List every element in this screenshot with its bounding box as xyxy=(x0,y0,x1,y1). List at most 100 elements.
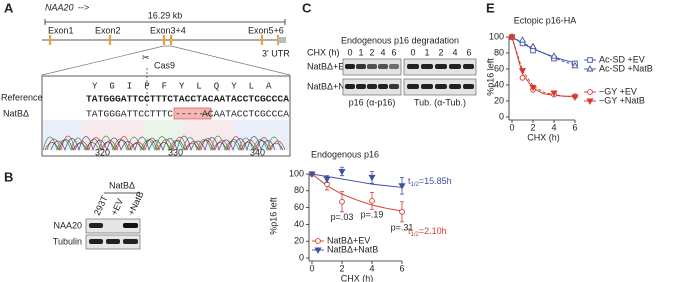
half-life-sub: 1/2 xyxy=(411,181,420,187)
y-tick-label: 20 xyxy=(294,236,304,246)
x-tick-label: 6 xyxy=(399,263,404,273)
legend-label: Ac-SD +NatB xyxy=(599,63,653,73)
half-life-sub: 1/2 xyxy=(411,231,420,237)
x-axis-label: CHX (h) xyxy=(341,273,374,282)
data-point xyxy=(508,34,516,41)
trace-position: 340 xyxy=(250,147,265,157)
y-tick-label: 60 xyxy=(494,63,504,73)
y-tick-label: 80 xyxy=(294,185,304,195)
time-point: 2 xyxy=(369,47,374,57)
data-point xyxy=(338,169,346,176)
exon-label: Exon3+4 xyxy=(150,25,186,35)
p-value: p=.31 xyxy=(391,222,414,232)
chromatogram xyxy=(42,120,289,152)
data-point xyxy=(398,183,406,190)
y-tick-label: 20 xyxy=(494,95,504,105)
group-label: NatBΔ xyxy=(109,180,135,190)
panel-label: C xyxy=(302,0,312,15)
blot-label: p16 (α-p16) xyxy=(349,97,396,107)
x-tick-label: 0 xyxy=(309,263,314,273)
legend-marker xyxy=(587,57,593,63)
x-tick-label: 0 xyxy=(509,122,514,132)
scale-label: 16.29 kb xyxy=(148,10,183,20)
legend-label: NatBΔ+NatB xyxy=(327,244,378,254)
x-tick-label: 4 xyxy=(369,263,374,273)
panel-label: E xyxy=(486,0,495,15)
row-label: NAA20 xyxy=(53,220,82,230)
y-tick-label: 40 xyxy=(494,79,504,89)
trace-position: 330 xyxy=(168,147,183,157)
legend-marker xyxy=(586,98,594,105)
data-point xyxy=(529,84,537,92)
y-axis-label: %p16 left xyxy=(485,58,495,96)
time-point: 0 xyxy=(347,47,352,57)
legend-marker xyxy=(586,65,594,72)
half-life: t1/2=2.10h xyxy=(408,226,447,237)
utr-box xyxy=(278,37,286,43)
legend-label: ~GY +EV xyxy=(599,86,637,96)
time-point: 4 xyxy=(452,47,457,57)
chart-title: Ectopic p16-HA xyxy=(514,15,577,25)
data-point xyxy=(518,68,527,75)
data-point xyxy=(550,52,558,59)
data-point xyxy=(550,90,558,97)
x-tick-label: 4 xyxy=(551,122,556,132)
time-points: 0 01 12 24 46 6 xyxy=(347,47,471,57)
mutant-sequence: ACAATACCTCGCCCA xyxy=(202,109,290,119)
y-tick-label: 60 xyxy=(294,202,304,212)
half-life: t1/2=15.85h xyxy=(408,176,452,187)
data-point xyxy=(529,42,537,50)
legend-marker xyxy=(587,89,593,95)
utr-label: 3' UTR xyxy=(262,48,290,58)
scissors-icon: ✂ xyxy=(142,52,150,62)
legend-marker xyxy=(314,247,322,254)
mutant-sequence: TATGGGATTCCTTTC xyxy=(86,109,174,119)
data-point xyxy=(571,94,579,101)
half-life-value: =15.85h xyxy=(419,176,452,186)
panel-title: Endogenous p16 degradation xyxy=(341,35,459,45)
mutant-label: NatBΔ xyxy=(3,108,29,118)
amino-acid: F xyxy=(162,81,167,91)
legend-marker xyxy=(315,238,321,244)
x-axis-label: CHX (h) xyxy=(527,132,560,142)
time-point: 6 xyxy=(466,47,471,57)
data-point xyxy=(323,176,331,183)
sequence-box xyxy=(41,75,291,157)
half-life-value: =2.10h xyxy=(419,226,447,236)
amino-acid: I xyxy=(127,81,132,91)
exon-label: Exon2 xyxy=(95,25,121,35)
y-tick-label: 100 xyxy=(489,31,504,41)
gene-arrow: --> xyxy=(78,2,89,12)
half-life-t: t xyxy=(408,226,411,236)
panel-label: A xyxy=(4,0,14,15)
time-point: 4 xyxy=(380,47,385,57)
time-point: 1 xyxy=(424,47,429,57)
time-point: 1 xyxy=(358,47,363,57)
legend-label: Ac-SD +EV xyxy=(599,54,645,64)
time-point: 6 xyxy=(391,47,396,57)
amino-acid: Q xyxy=(214,81,219,91)
x-tick-label: 2 xyxy=(339,263,344,273)
y-tick-label: 40 xyxy=(294,219,304,229)
time-point: 0 xyxy=(410,47,415,57)
lane-label: +NatB xyxy=(126,190,146,217)
amino-acid: L xyxy=(249,81,254,91)
data-point xyxy=(339,198,345,205)
time-label: CHX (h) xyxy=(307,47,340,57)
lane-label: 293T xyxy=(92,194,110,217)
trace-position: 320 xyxy=(95,147,110,157)
data-point xyxy=(308,171,316,178)
deletion: ------ xyxy=(175,109,210,119)
amino-acid: A xyxy=(266,81,272,91)
row-label: Tubulin xyxy=(53,236,82,246)
chart-title: Endogenous p16 xyxy=(311,149,379,159)
amino-acid: Y xyxy=(179,81,185,91)
row-label: NatBΔ+EV xyxy=(307,61,350,71)
cas9-label: Cas9 xyxy=(154,60,175,70)
deletion-box xyxy=(173,107,212,120)
amino-acid: G xyxy=(109,81,114,91)
amino-acid: L xyxy=(196,81,201,91)
y-tick-label: 100 xyxy=(289,168,304,178)
